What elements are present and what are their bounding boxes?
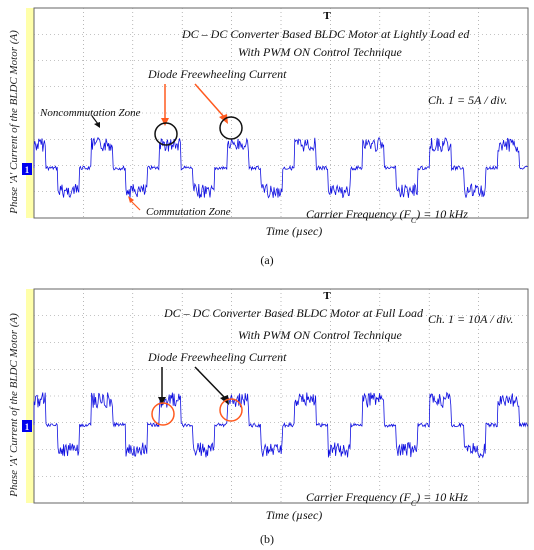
carrier-frequency-label: Carrier Frequency (FC) = 10 kHz bbox=[306, 207, 468, 225]
highlight-circles bbox=[154, 116, 243, 146]
chart-title-line2: With PWM ON Control Technique bbox=[238, 45, 402, 59]
x-axis-label: Time (µsec) bbox=[266, 508, 323, 522]
trace-path bbox=[33, 136, 528, 199]
svg-text:1: 1 bbox=[25, 422, 30, 432]
trigger-marker: T bbox=[323, 10, 331, 22]
diode-freewheeling-label: Diode Freewheeling Current bbox=[147, 350, 287, 364]
noncommutation-zone-label: Noncommutation Zone bbox=[39, 107, 141, 119]
grid bbox=[34, 8, 528, 218]
x-axis-label: Time (µsec) bbox=[266, 224, 323, 238]
channel-marker-bar bbox=[26, 289, 34, 503]
panel-a-chart: Phase 'A' Current of the BLDC Motor (A) … bbox=[8, 7, 529, 267]
svg-text:1: 1 bbox=[25, 165, 30, 175]
diode-freewheeling-label: Diode Freewheeling Current bbox=[147, 67, 287, 81]
channel-scale-label: Ch. 1 = 10A / div. bbox=[428, 312, 513, 326]
panel-letter: (b) bbox=[260, 532, 274, 546]
trace-path bbox=[33, 391, 528, 459]
y-axis-label: Phase 'A' Current of the BLDC Motor (A) bbox=[8, 313, 20, 498]
y-axis-label-text: Phase 'A' Current of the BLDC Motor (A) bbox=[8, 313, 20, 498]
panel-letter: (a) bbox=[260, 253, 273, 267]
chart-title-line2: With PWM ON Control Technique bbox=[238, 328, 402, 342]
channel-marker-bar bbox=[26, 8, 34, 218]
trigger-marker: T bbox=[323, 290, 331, 302]
channel-marker: 1 bbox=[22, 163, 32, 175]
current-trace bbox=[33, 136, 528, 199]
arrows bbox=[91, 83, 228, 211]
highlight-circles bbox=[151, 398, 243, 426]
channel-scale-label: Ch. 1 = 5A / div. bbox=[428, 93, 507, 107]
chart-title-line1: DC – DC Converter Based BLDC Motor at Fu… bbox=[163, 306, 424, 320]
channel-marker: 1 bbox=[22, 420, 32, 432]
scope-frame bbox=[33, 288, 529, 504]
arrows bbox=[158, 366, 229, 405]
y-axis-label-text: Phase 'A' Current of the BLDC Motor (A) bbox=[8, 30, 20, 215]
commutation-zone-label: Commutation Zone bbox=[146, 206, 231, 218]
current-trace bbox=[33, 391, 528, 459]
carrier-frequency-label: Carrier Frequency (FC) = 10 kHz bbox=[306, 490, 468, 508]
y-axis-label: Phase 'A' Current of the BLDC Motor (A) bbox=[8, 30, 20, 215]
chart-title-line1: DC – DC Converter Based BLDC Motor at Li… bbox=[181, 27, 470, 41]
panel-b-chart: Phase 'A' Current of the BLDC Motor (A) … bbox=[0, 275, 534, 550]
